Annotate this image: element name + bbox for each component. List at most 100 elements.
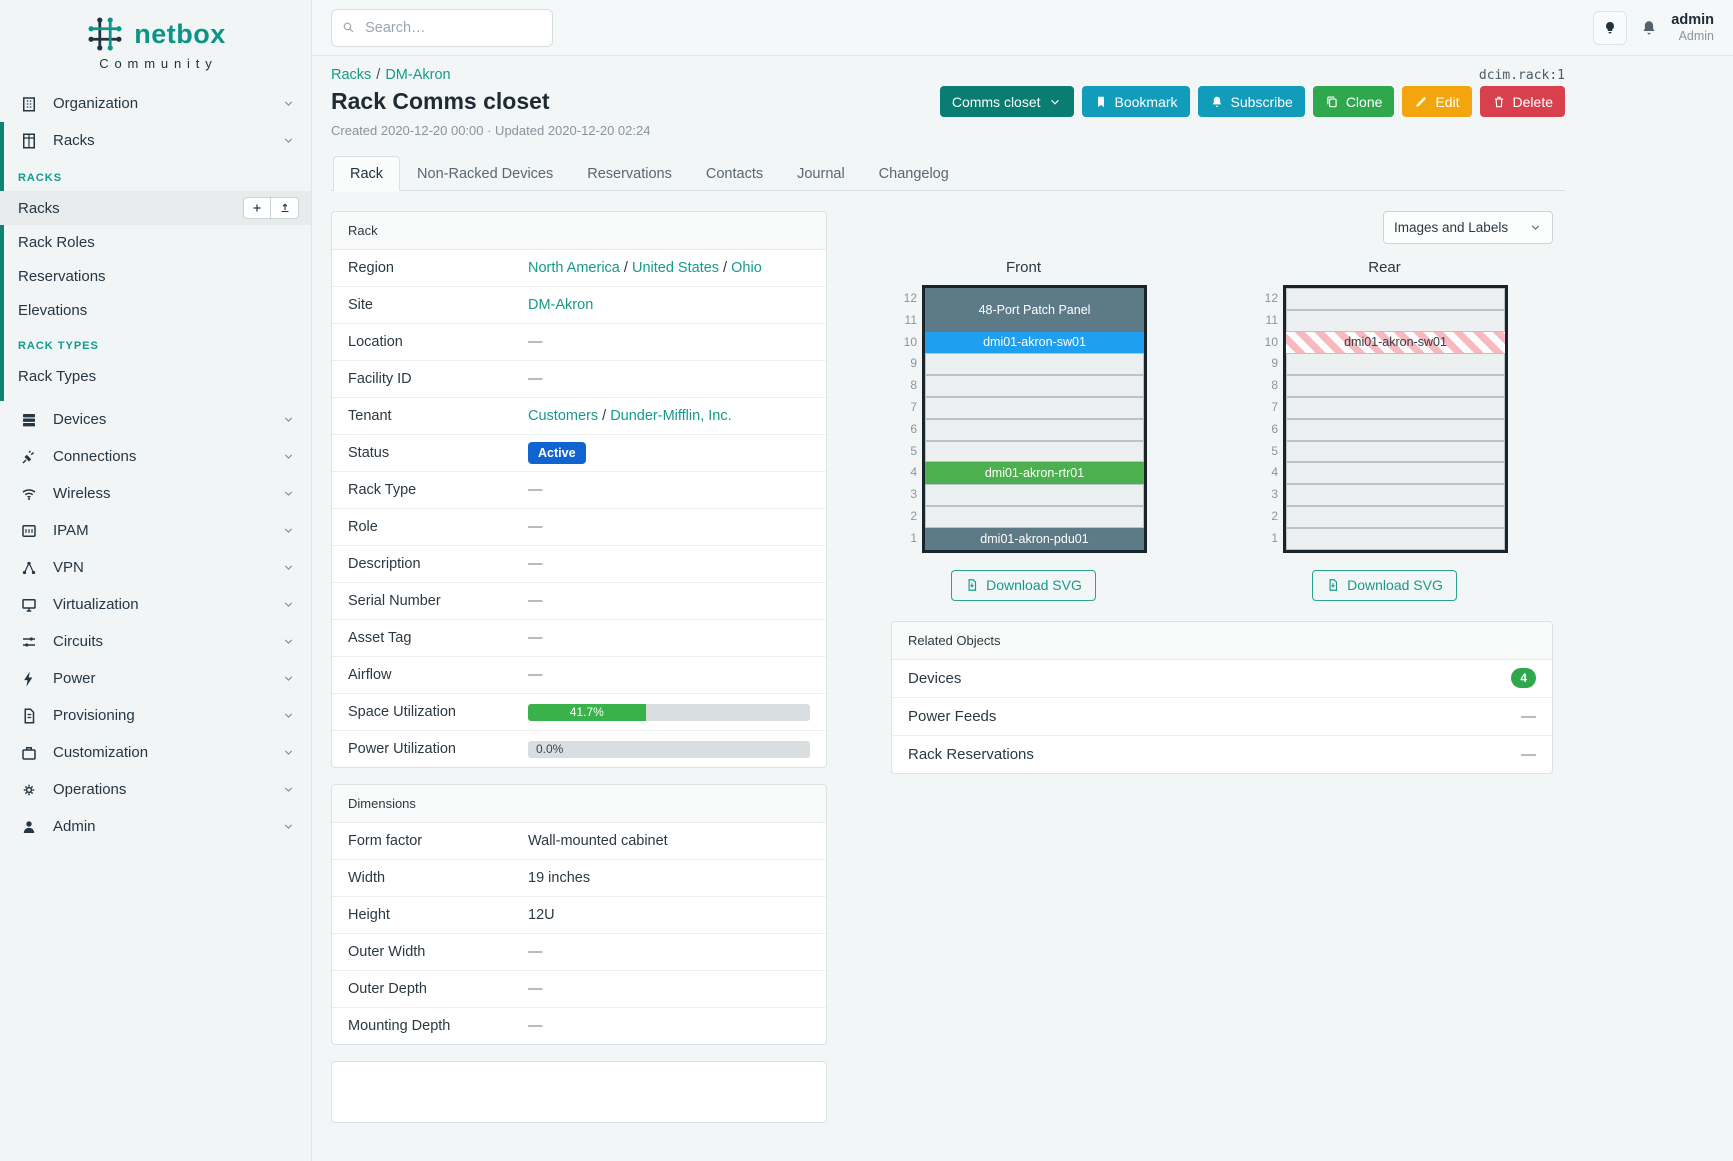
unit-number: 6 xyxy=(1271,421,1278,436)
related-row-power-feeds[interactable]: Power Feeds — xyxy=(892,696,1552,735)
sidebar-link-rack-types[interactable]: Rack Types xyxy=(0,359,311,393)
detail-label: Location xyxy=(348,334,403,350)
delete-button[interactable]: Delete xyxy=(1479,86,1565,117)
detail-label: Region xyxy=(348,260,394,276)
download-svg-button-rear[interactable]: Download SVG xyxy=(1312,569,1457,601)
rack-elevations: Front 12 11 10 9 8 7 6 5 4 3 2 1 48-Port Patch Panel d… xyxy=(843,259,1565,601)
tab-contacts[interactable]: Contacts xyxy=(689,156,780,191)
notifications-button[interactable] xyxy=(1640,19,1658,37)
tab-changelog[interactable]: Changelog xyxy=(862,156,966,191)
unit-number: 7 xyxy=(910,399,917,414)
detail-row-tenant: Tenant Customers / Dunder-Mifflin, Inc. xyxy=(332,397,826,434)
detail-row-airflow: Airflow — xyxy=(332,656,826,693)
chevron-down-icon xyxy=(282,487,295,500)
empty-value: — xyxy=(528,482,543,498)
sidebar-item-provisioning[interactable]: Provisioning xyxy=(0,697,311,734)
sidebar-link-rack-roles[interactable]: Rack Roles xyxy=(0,225,311,259)
chevron-down-icon xyxy=(282,524,295,537)
chevron-down-icon xyxy=(282,561,295,574)
value-link-customers[interactable]: Customers xyxy=(528,408,599,424)
unit-number: 2 xyxy=(1271,508,1278,523)
sidebar-link-racks[interactable]: Racks xyxy=(0,191,311,225)
sidebar-item-connections[interactable]: Connections xyxy=(0,438,311,475)
bookmark-icon xyxy=(1094,95,1108,109)
rack-device-dmi01-akron-pdu01[interactable]: dmi01-akron-pdu01 xyxy=(925,527,1144,550)
related-row-devices[interactable]: Devices 4 xyxy=(892,660,1552,697)
user-menu[interactable]: admin Admin xyxy=(1671,12,1714,43)
rack-device-48-port-patch-panel[interactable]: 48-Port Patch Panel xyxy=(925,288,1144,332)
detail-value: — xyxy=(528,482,810,498)
rack-device-dmi01-akron-sw01[interactable]: dmi01-akron-sw01 xyxy=(1286,331,1505,354)
sidebar-item-organization[interactable]: Organization xyxy=(0,85,311,122)
empty-value: — xyxy=(528,334,543,350)
sidebar-link-reservations[interactable]: Reservations xyxy=(0,259,311,293)
bookmark-button[interactable]: Bookmark xyxy=(1081,86,1190,117)
empty-value: — xyxy=(1521,745,1536,763)
detail-row-outer-width: Outer Width — xyxy=(332,933,826,970)
related-objects-panel: Related Objects Devices 4 Power Feeds — Rack… xyxy=(891,620,1553,774)
file-download-icon xyxy=(1326,578,1340,592)
sidebar-item-racks[interactable]: Racks xyxy=(0,122,311,159)
sidebar-item-circuits[interactable]: Circuits xyxy=(0,623,311,660)
action-buttons: Comms closet Bookmark Subscribe Clone Edit De… xyxy=(939,86,1565,117)
value-link-united-states[interactable]: United States xyxy=(631,260,720,276)
breadcrumb-link-dm-akron[interactable]: DM-Akron xyxy=(385,67,451,83)
sidebar-link-elevations[interactable]: Elevations xyxy=(0,293,311,327)
sidebar-item-power[interactable]: Power xyxy=(0,660,311,697)
clone-button[interactable]: Clone xyxy=(1312,86,1395,117)
unit-number: 1 xyxy=(1271,530,1278,545)
detail-value: Active xyxy=(528,442,810,464)
utilization-value: 0.0% xyxy=(536,742,564,756)
value-link-ohio[interactable]: Ohio xyxy=(731,260,762,276)
brand[interactable]: netbox Community xyxy=(0,0,311,75)
detail-label: Airflow xyxy=(348,667,392,683)
detail-label: Power Utilization xyxy=(348,741,456,757)
value-separator: / xyxy=(598,408,611,424)
netbox-logo-icon xyxy=(85,14,125,54)
chevron-down-icon xyxy=(282,598,295,611)
value-link-north-america[interactable]: North America xyxy=(528,260,620,276)
unit-number: 8 xyxy=(910,378,917,393)
download-svg-button-front[interactable]: Download SVG xyxy=(951,569,1096,601)
button-label: Bookmark xyxy=(1114,93,1178,110)
comms-closet-button[interactable]: Comms closet xyxy=(939,86,1074,117)
detail-value: — xyxy=(528,371,810,387)
sidebar-item-admin[interactable]: Admin xyxy=(0,808,311,845)
theme-toggle-button[interactable] xyxy=(1593,10,1628,45)
sidebar-item-ipam[interactable]: IPAM xyxy=(0,512,311,549)
value-link-dunder-mifflin-inc[interactable]: Dunder-Mifflin, Inc. xyxy=(610,408,732,424)
empty-unit xyxy=(1286,527,1505,550)
unit-numbers: 12 11 10 9 8 7 6 5 4 3 2 1 xyxy=(1261,285,1278,553)
detail-label: Tenant xyxy=(348,408,392,424)
pencil-icon xyxy=(1414,95,1428,109)
rack-device-dmi01-akron-rtr01[interactable]: dmi01-akron-rtr01 xyxy=(925,462,1144,485)
edit-button[interactable]: Edit xyxy=(1402,86,1472,117)
breadcrumb-link-racks[interactable]: Racks xyxy=(331,67,372,83)
sidebar-item-virtualization[interactable]: Virtualization xyxy=(0,586,311,623)
sidebar-item-devices[interactable]: Devices xyxy=(0,401,311,438)
detail-value: — xyxy=(528,944,810,960)
empty-unit xyxy=(1286,309,1505,332)
add-rack-button[interactable] xyxy=(243,197,271,219)
detail-value: Customers / Dunder-Mifflin, Inc. xyxy=(528,408,810,424)
tab-journal[interactable]: Journal xyxy=(780,156,862,191)
import-racks-button[interactable] xyxy=(271,197,299,219)
value-link-dm-akron[interactable]: DM-Akron xyxy=(528,297,594,313)
sidebar-item-vpn[interactable]: VPN xyxy=(0,549,311,586)
tab-non-racked-devices[interactable]: Non-Racked Devices xyxy=(400,156,570,191)
sidebar-item-label: IPAM xyxy=(53,522,89,539)
tab-reservations[interactable]: Reservations xyxy=(570,156,689,191)
sidebar-item-customization[interactable]: Customization xyxy=(0,734,311,771)
tab-rack[interactable]: Rack xyxy=(333,156,401,191)
sidebar-item-operations[interactable]: Operations xyxy=(0,771,311,808)
search-input[interactable] xyxy=(363,18,542,37)
unit-number: 5 xyxy=(910,443,917,458)
chevron-down-icon xyxy=(282,450,295,463)
related-row-rack-reservations[interactable]: Rack Reservations — xyxy=(892,734,1552,773)
rack-device-dmi01-akron-sw01[interactable]: dmi01-akron-sw01 xyxy=(925,331,1144,354)
rack-rear: 12 11 10 9 8 7 6 5 4 3 2 1 dmi01-akron-sw01 xyxy=(1261,285,1508,553)
subscribe-button[interactable]: Subscribe xyxy=(1197,86,1305,117)
elevation-view-select[interactable]: Images and Labels xyxy=(1383,211,1553,244)
sidebar-item-label: Customization xyxy=(53,744,149,761)
sidebar-item-wireless[interactable]: Wireless xyxy=(0,475,311,512)
